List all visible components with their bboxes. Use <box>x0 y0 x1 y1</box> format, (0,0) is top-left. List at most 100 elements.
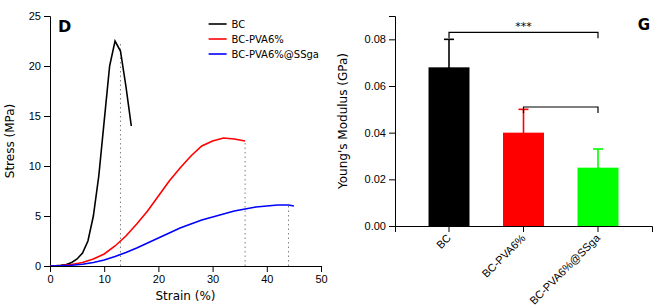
tick: 0 <box>47 266 53 285</box>
y-axis-title: Stress (MPa) <box>3 104 17 178</box>
tick-label: 20 <box>29 60 41 72</box>
tick-label: 10 <box>99 273 111 285</box>
tick: 0.08 <box>365 33 395 45</box>
tick-label: 20 <box>153 273 165 285</box>
plot-area <box>429 32 619 226</box>
tick: 50 <box>315 266 327 285</box>
tick-mark <box>389 39 395 40</box>
error-cap <box>519 155 529 157</box>
tick-label: 0.08 <box>365 33 386 45</box>
tick-mark <box>267 266 268 272</box>
legend: BC BC-PVA6% BC-PVA6%@SSga <box>209 19 319 60</box>
tick-label: 50 <box>315 273 327 285</box>
tick: 5 <box>35 210 50 222</box>
panel-label: D <box>58 17 71 36</box>
legend-item: BC-PVA6%@SSga <box>209 49 319 60</box>
tick-mark <box>104 266 105 272</box>
legend-swatch <box>209 53 227 55</box>
tick-label: 0 <box>47 273 53 285</box>
tick-label: 25 <box>29 10 41 22</box>
legend-item: BC-PVA6% <box>209 34 284 45</box>
tick-mark <box>213 266 214 272</box>
tick-mark <box>389 133 395 134</box>
error-cap <box>593 186 603 188</box>
x-axis-line <box>396 227 653 233</box>
tick-mark <box>321 266 322 272</box>
tick-mark <box>449 226 450 232</box>
tick: 10 <box>29 160 50 172</box>
tick-label: BC-PVA6%@SSga <box>527 231 603 306</box>
tick-label: 0.00 <box>365 220 386 232</box>
tick: 40 <box>261 266 273 285</box>
plot-area <box>50 41 294 266</box>
legend-swatch <box>209 23 227 25</box>
tick: 0.06 <box>365 80 395 92</box>
tick-mark <box>389 226 395 227</box>
error-line <box>597 149 599 186</box>
tick-mark <box>389 86 395 87</box>
tick: 0.04 <box>365 127 395 139</box>
x-axis-line <box>51 267 322 273</box>
series-line <box>50 205 294 266</box>
y-axis-line <box>44 17 51 267</box>
chart: 0 5 10 15 20 25 Stress (MPa) 0 10 20 30 40 50 Strain … <box>0 0 666 306</box>
tick-label: 15 <box>29 110 41 122</box>
y-axis-title: Young's Modulus (GPa) <box>336 53 350 190</box>
tick-label: 10 <box>29 160 41 172</box>
reference-line <box>120 41 121 266</box>
error-cap <box>444 95 454 97</box>
tick: 15 <box>29 110 50 122</box>
significance-bracket <box>524 107 598 113</box>
legend-label: BC <box>232 19 246 30</box>
tick-label: 40 <box>261 273 273 285</box>
tick: 20 <box>29 60 50 72</box>
panel: 0.00 0.02 0.04 0.06 0.08 Young's Modulus (GPa… <box>336 16 653 306</box>
tick-label: 0.06 <box>365 80 386 92</box>
significance-label: *** <box>515 20 532 33</box>
tick-mark <box>44 16 50 17</box>
x-axis-title: Strain (%) <box>155 289 215 303</box>
tick-mark <box>158 266 159 272</box>
error-cap <box>444 39 454 41</box>
error-bar <box>519 109 529 156</box>
y-axis: 0.00 0.02 0.04 0.06 0.08 <box>365 17 396 233</box>
tick-mark <box>44 116 50 117</box>
tick: BC <box>434 226 453 251</box>
legend-item: BC <box>209 19 246 30</box>
y-axis-line <box>389 17 396 227</box>
tick-label: 5 <box>35 210 41 222</box>
y-axis: 0 5 10 15 20 25 <box>29 10 51 272</box>
tick-label: BC-PVA6% <box>480 232 528 280</box>
error-line <box>523 109 525 156</box>
tick-label: 30 <box>207 273 219 285</box>
x-axis: BC BC-PVA6%BC-PVA6%@SSga <box>396 226 653 306</box>
tick-label: BC <box>434 232 453 251</box>
error-bar <box>593 149 603 186</box>
error-cap <box>593 148 603 150</box>
panel: 0 5 10 15 20 25 Stress (MPa) 0 10 20 30 40 50 Strain … <box>3 10 328 303</box>
reference-line <box>288 205 289 266</box>
tick-mark <box>44 216 50 217</box>
tick-mark <box>523 226 524 232</box>
tick-mark <box>597 226 598 232</box>
tick-label: 0 <box>35 260 41 272</box>
legend-label: BC-PVA6%@SSga <box>232 49 319 60</box>
reference-line <box>245 141 246 266</box>
tick: 30 <box>207 266 219 285</box>
series-line <box>50 138 245 266</box>
tick: 0 <box>35 260 50 272</box>
tick-mark <box>44 166 50 167</box>
tick: 20 <box>153 266 165 285</box>
tick: 0.00 <box>365 220 395 232</box>
x-axis: 0 10 20 30 40 50 <box>47 266 327 285</box>
tick: 25 <box>29 10 50 22</box>
error-line <box>448 39 450 95</box>
tick-mark <box>44 266 50 267</box>
tick-label: 0.04 <box>365 127 386 139</box>
tick: 0.02 <box>365 173 395 185</box>
series-line <box>50 41 131 266</box>
tick: 10 <box>99 266 111 285</box>
legend-label: BC-PVA6% <box>232 34 284 45</box>
tick: BC-PVA6% <box>480 226 528 280</box>
tick: BC-PVA6%@SSga <box>527 226 603 306</box>
